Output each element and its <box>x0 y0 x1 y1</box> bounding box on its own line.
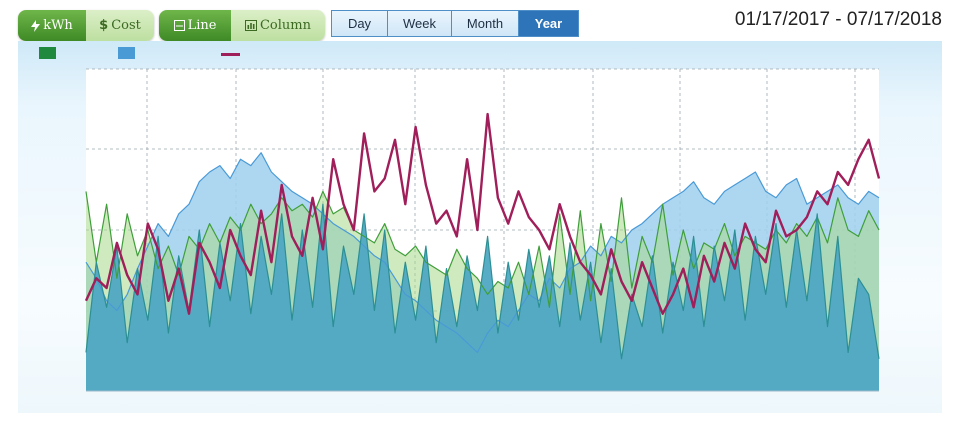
series-layer <box>84 112 881 391</box>
range-selector: Day Week Month Year <box>331 10 579 37</box>
series-teal-line <box>85 203 880 360</box>
metric-toggle: kWh $ Cost <box>18 10 154 41</box>
bar-chart-icon <box>244 20 257 31</box>
series-green-line <box>85 190 880 308</box>
cost-button[interactable]: $ Cost <box>86 10 154 41</box>
legend-swatch-green[interactable] <box>39 47 56 59</box>
range-day-button[interactable]: Day <box>332 11 388 36</box>
legend-swatch-blue[interactable] <box>118 47 135 59</box>
range-year-button[interactable]: Year <box>519 11 578 36</box>
line-label: Line <box>187 18 217 33</box>
series-teal-area <box>86 204 879 391</box>
range-month-button[interactable]: Month <box>452 11 519 36</box>
cost-label: Cost <box>111 18 141 33</box>
lightning-icon <box>31 19 41 32</box>
column-label: Column <box>259 18 311 33</box>
chart-panel <box>18 41 942 413</box>
line-chart-icon <box>173 20 185 31</box>
view-toggle: Line Column <box>159 10 325 41</box>
line-view-button[interactable]: Line <box>159 10 231 41</box>
column-view-button[interactable]: Column <box>231 10 325 41</box>
series-blue-line <box>85 152 880 353</box>
kwh-button[interactable]: kWh <box>18 10 86 41</box>
legend-swatch-line[interactable] <box>221 53 240 56</box>
dollar-icon: $ <box>99 18 109 33</box>
range-week-button[interactable]: Week <box>388 11 452 36</box>
usage-chart <box>84 68 881 392</box>
series-magenta-line <box>84 112 881 315</box>
kwh-label: kWh <box>43 18 73 33</box>
date-range-label: 01/17/2017 - 07/17/2018 <box>734 9 942 30</box>
